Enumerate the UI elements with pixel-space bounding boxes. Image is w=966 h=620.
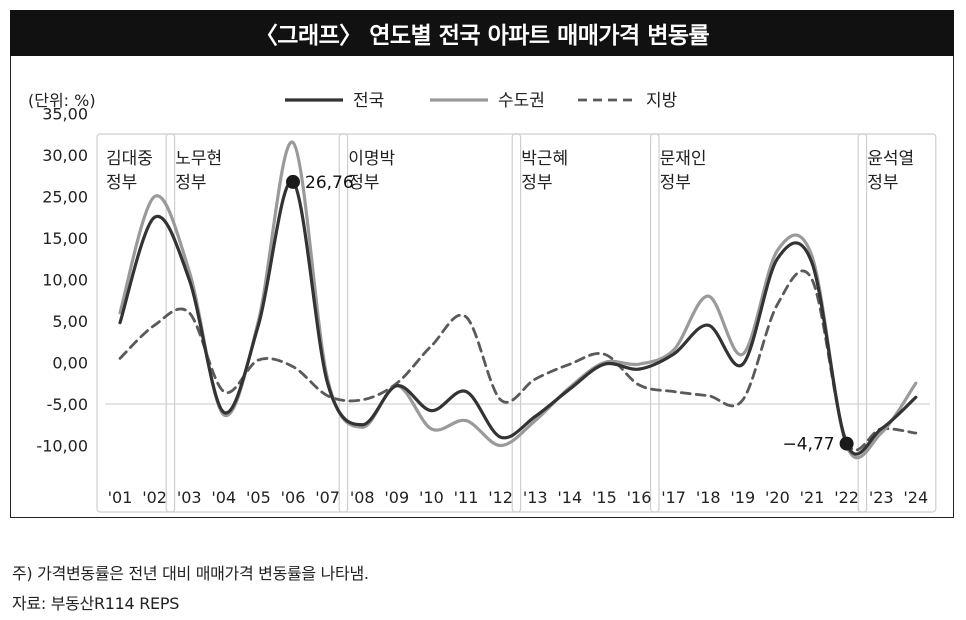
y-tick-label: 10,00 <box>42 271 88 290</box>
legend-label-1: 수도권 <box>498 91 545 111</box>
x-tick-label: '08 <box>350 488 375 507</box>
y-tick-label: 0,00 <box>52 354 88 373</box>
x-tick-label: '09 <box>384 488 409 507</box>
y-tick-label: 25,00 <box>42 188 88 207</box>
period-label-0: 김대중 <box>106 149 153 169</box>
x-tick-label: '19 <box>730 488 755 507</box>
period-label-3-line2: 정부 <box>521 173 552 193</box>
period-label-5: 윤석열 <box>867 149 914 169</box>
series-line-1 <box>118 140 918 460</box>
x-tick-label: '17 <box>661 488 686 507</box>
x-tick-label: '04 <box>211 488 236 507</box>
chart-title: 〈그래프〉 연도별 전국 아파트 매매가격 변동률 <box>10 10 954 56</box>
x-tick-label: '18 <box>696 488 721 507</box>
period-label-2: 이명박 <box>348 149 395 169</box>
annotation-marker-1 <box>839 436 854 451</box>
y-tick-label: 30,00 <box>42 146 88 165</box>
x-tick-label: '07 <box>315 488 340 507</box>
period-label-2-line2: 정부 <box>348 173 379 193</box>
x-tick-label: '11 <box>454 488 479 507</box>
series-line-2 <box>118 269 918 452</box>
period-label-4-line2: 정부 <box>660 173 691 193</box>
x-tick-label: '12 <box>488 488 513 507</box>
x-tick-label: '02 <box>142 488 167 507</box>
annotation-label-0: 26,76 <box>305 173 354 193</box>
period-label-0-line2: 정부 <box>106 173 137 193</box>
period-label-1-line2: 정부 <box>175 173 206 193</box>
x-tick-label: '01 <box>108 488 133 507</box>
period-label-1: 노무현 <box>175 149 222 169</box>
period-label-3: 박근혜 <box>521 149 568 169</box>
period-label-5-line2: 정부 <box>867 173 898 193</box>
x-tick-label: '15 <box>592 488 617 507</box>
x-tick-label: '24 <box>903 488 928 507</box>
y-tick-label: 5,00 <box>52 312 88 331</box>
footnote: 주) 가격변동률은 전년 대비 매매가격 변동률을 나타냄. <box>12 564 369 583</box>
x-tick-label: '05 <box>246 488 271 507</box>
period-box-1 <box>165 133 349 513</box>
unit-label: (단위: %) <box>28 91 96 110</box>
x-tick-label: '06 <box>281 488 306 507</box>
y-tick-label: -5,00 <box>47 395 88 414</box>
period-box-0 <box>96 133 176 513</box>
annotation-marker-0 <box>286 174 300 189</box>
y-tick-label: 15,00 <box>42 229 88 248</box>
y-tick-label: 35,00 <box>42 105 88 124</box>
period-box-2 <box>338 133 522 513</box>
x-tick-label: '03 <box>177 488 202 507</box>
legend-label-0: 전국 <box>353 91 384 111</box>
x-tick-label: '20 <box>765 488 790 507</box>
x-tick-label: '16 <box>627 488 652 507</box>
period-label-4: 문재인 <box>660 149 707 169</box>
legend-label-2: 지방 <box>646 91 678 111</box>
period-box-4 <box>649 133 868 513</box>
x-tick-label: '23 <box>869 488 894 507</box>
x-tick-label: '14 <box>557 488 582 507</box>
annotation-label-1: −4,77 <box>782 435 834 455</box>
x-tick-label: '13 <box>523 488 548 507</box>
x-tick-label: '21 <box>800 488 825 507</box>
period-box-5 <box>857 133 937 513</box>
period-box-3 <box>511 133 660 513</box>
x-tick-label: '22 <box>834 488 859 507</box>
x-tick-label: '10 <box>419 488 444 507</box>
source-note: 자료: 부동산R114 REPS <box>12 594 180 613</box>
y-tick-label: -10,00 <box>36 437 88 456</box>
series-line-0 <box>118 180 918 456</box>
